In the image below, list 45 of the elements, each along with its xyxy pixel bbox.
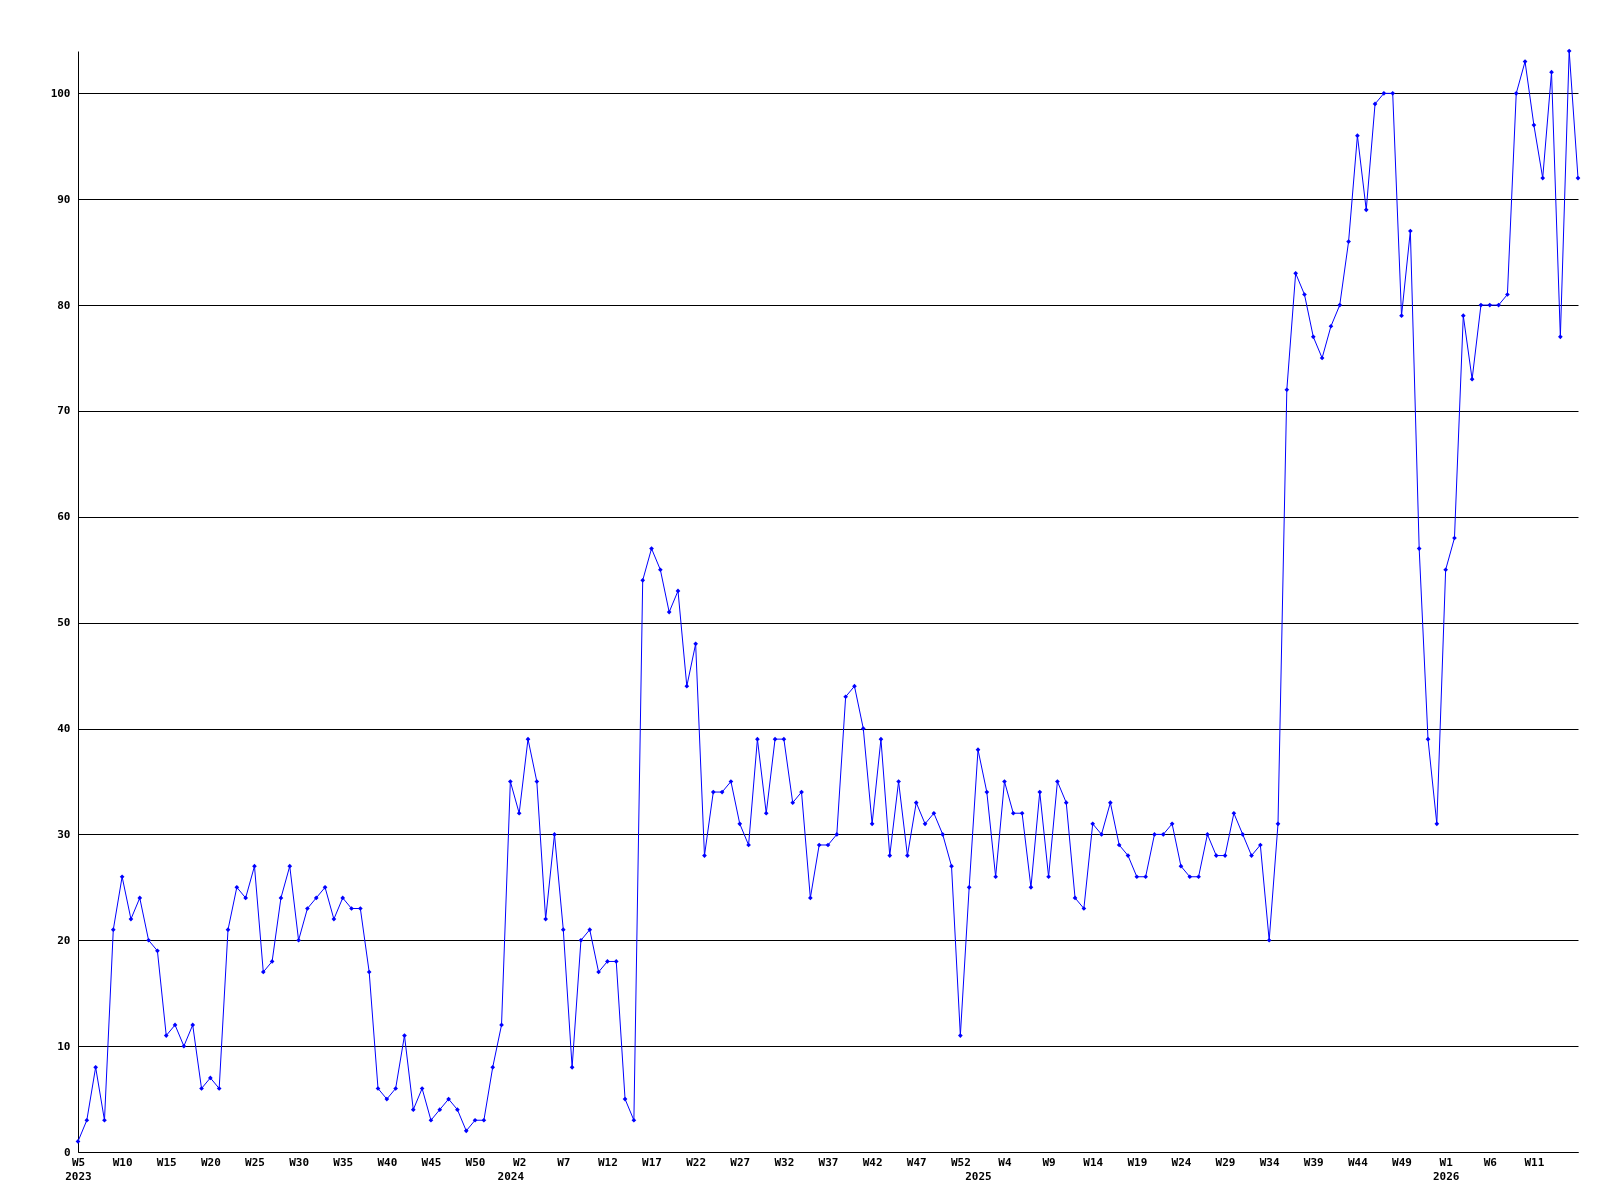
x-tick-label: W47 bbox=[906, 1155, 927, 1169]
x-tick-label: W4 bbox=[998, 1155, 1012, 1169]
y-tick-label: 40 bbox=[57, 722, 71, 736]
x-tick-label: W24 bbox=[1171, 1155, 1192, 1169]
x-tick-label: W52 bbox=[950, 1155, 971, 1169]
x-tick-label: W15 bbox=[156, 1155, 177, 1169]
x-tick-label: W12 bbox=[597, 1155, 618, 1169]
y-tick-label: 80 bbox=[57, 298, 71, 312]
x-tick-label: W2 bbox=[513, 1155, 527, 1169]
x-tick-label: W27 bbox=[730, 1155, 751, 1169]
x-tick-label: W44 bbox=[1347, 1155, 1369, 1169]
x-tick-label: W32 bbox=[774, 1155, 795, 1169]
x-tick-label: W9 bbox=[1042, 1155, 1056, 1169]
x-tick-label: W29 bbox=[1215, 1155, 1236, 1169]
x-tick-label: W14 bbox=[1083, 1155, 1104, 1169]
x-tick-label: W34 bbox=[1259, 1155, 1280, 1169]
x-tick-label: W35 bbox=[333, 1155, 354, 1169]
y-tick-label: 30 bbox=[57, 827, 71, 841]
y-tick-label: 50 bbox=[57, 616, 71, 630]
x-tick-label: 2024 bbox=[497, 1169, 525, 1183]
x-tick-label: W45 bbox=[421, 1155, 442, 1169]
x-tick-label: W25 bbox=[245, 1155, 265, 1169]
x-tick-label: W10 bbox=[112, 1155, 133, 1169]
x-tick-label: W17 bbox=[642, 1155, 662, 1169]
x-tick-label: W49 bbox=[1392, 1155, 1412, 1169]
x-tick-label: W20 bbox=[200, 1155, 221, 1169]
y-tick-label: 60 bbox=[57, 510, 71, 524]
y-tick-label: 100 bbox=[50, 86, 71, 100]
x-tick-label: W1 2026 bbox=[1432, 1155, 1460, 1183]
x-tick-label: W7 bbox=[557, 1155, 571, 1169]
y-tick-label: 70 bbox=[57, 404, 71, 418]
x-tick-label: W11 bbox=[1524, 1155, 1545, 1169]
x-tick-label: W40 bbox=[377, 1155, 398, 1169]
x-tick-label: W30 bbox=[289, 1155, 310, 1169]
x-tick-label: W19 bbox=[1127, 1155, 1148, 1169]
x-tick-label: W39 bbox=[1303, 1155, 1324, 1169]
x-tick-label: W37 bbox=[818, 1155, 839, 1169]
y-tick-label: 20 bbox=[57, 933, 71, 947]
x-tick-label: W50 bbox=[465, 1155, 486, 1169]
x-tick-label: W22 bbox=[686, 1155, 707, 1169]
x-tick-label: 2025 bbox=[965, 1169, 992, 1183]
x-tick-label: W42 bbox=[862, 1155, 883, 1169]
y-tick-label: 10 bbox=[57, 1039, 71, 1053]
y-tick-label: 90 bbox=[57, 192, 71, 206]
x-tick-label: W6 bbox=[1483, 1155, 1498, 1169]
